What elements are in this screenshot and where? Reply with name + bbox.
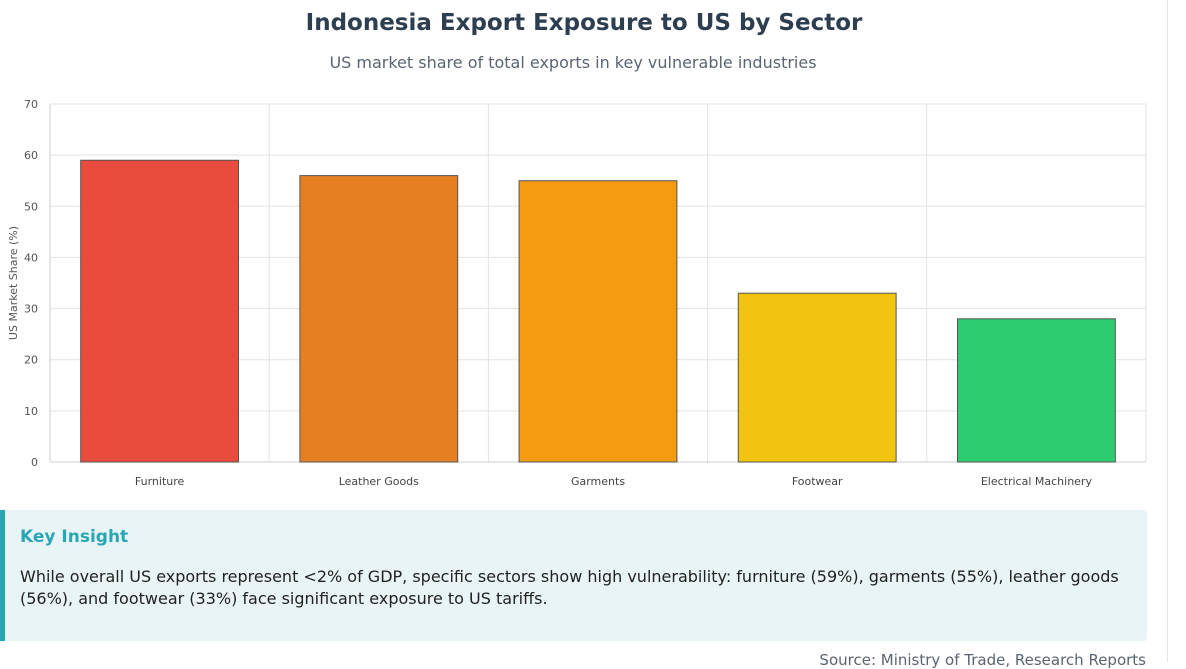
x-tick-label: Garments xyxy=(571,475,625,488)
chart-title: Indonesia Export Exposure to US by Secto… xyxy=(305,10,863,36)
y-tick-label: 50 xyxy=(24,200,38,213)
bar-garments xyxy=(518,180,678,463)
insight-text: While overall US exports represent <2% o… xyxy=(20,567,1119,608)
y-tick-label: 10 xyxy=(24,405,38,418)
insight-title: Key Insight xyxy=(20,527,129,547)
y-tick-label: 40 xyxy=(24,251,38,264)
source-note: Source: Ministry of Trade, Research Repo… xyxy=(819,651,1146,669)
bar-chart: 0 10 20 30 40 50 60 70 Furniture Leather Goods Gar… xyxy=(7,98,1147,488)
key-insight-box: Key Insight While overall US exports rep… xyxy=(0,510,1147,641)
x-tick-label: Leather Goods xyxy=(339,475,419,488)
bar-furniture xyxy=(80,159,240,463)
y-tick-label: 70 xyxy=(24,98,38,111)
y-tick-label: 20 xyxy=(24,354,38,367)
y-tick-label: 30 xyxy=(24,303,38,316)
x-tick-label: Electrical Machinery xyxy=(981,475,1093,488)
x-tick-label: Footwear xyxy=(792,475,843,488)
chart-subtitle: US market share of total exports in key … xyxy=(329,53,817,72)
bar-footwear xyxy=(737,292,897,463)
y-axis-label: US Market Share (%) xyxy=(7,226,20,340)
y-tick-label: 0 xyxy=(31,456,38,469)
x-tick-label: Furniture xyxy=(135,475,185,488)
y-tick-label: 60 xyxy=(24,149,38,162)
bar-leather-goods xyxy=(299,175,459,463)
bar-electrical-machinery xyxy=(956,318,1116,463)
page-edge-divider xyxy=(1167,0,1168,662)
